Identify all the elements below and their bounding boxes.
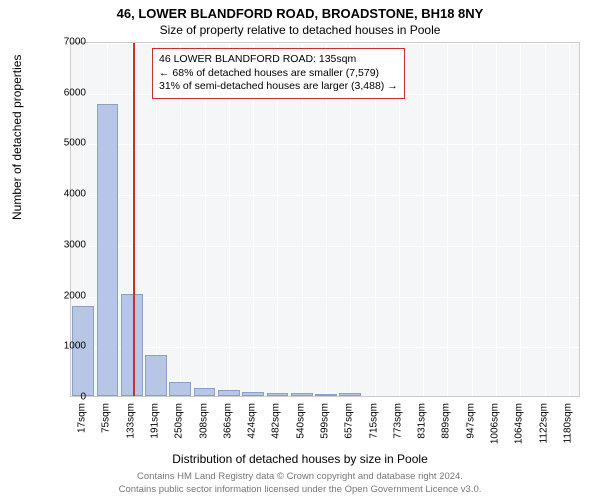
grid-line-v — [447, 43, 448, 396]
x-tick-label: 657sqm — [344, 403, 355, 439]
grid-line-v — [496, 43, 497, 396]
grid-line-h — [71, 246, 579, 247]
histogram-bar — [291, 393, 313, 396]
y-tick-label: 0 — [40, 392, 86, 403]
chart-area: 46 LOWER BLANDFORD ROAD: 135sqm ← 68% of… — [70, 42, 580, 397]
footer-text: Contains HM Land Registry data © Crown c… — [0, 471, 600, 496]
histogram-bar — [339, 393, 361, 396]
x-axis-label: Distribution of detached houses by size … — [0, 452, 600, 466]
grid-line-v — [569, 43, 570, 396]
grid-line-v — [545, 43, 546, 396]
grid-line-h — [71, 195, 579, 196]
x-tick-label: 191sqm — [150, 403, 161, 439]
y-tick-label: 6000 — [40, 87, 86, 98]
histogram-bar — [242, 392, 264, 396]
grid-line-h — [71, 144, 579, 145]
x-tick-label: 773sqm — [392, 403, 403, 439]
x-tick-label: 889sqm — [441, 403, 452, 439]
grid-line-h — [71, 398, 579, 399]
histogram-bar — [315, 394, 337, 396]
x-tick-label: 1006sqm — [490, 403, 501, 444]
x-tick-label: 133sqm — [125, 403, 136, 439]
annotation-line-2: ← 68% of detached houses are smaller (7,… — [159, 67, 398, 81]
grid-line-v — [520, 43, 521, 396]
y-tick-label: 3000 — [40, 239, 86, 250]
x-tick-label: 482sqm — [271, 403, 282, 439]
histogram-bar — [169, 382, 191, 396]
histogram-bar — [267, 393, 289, 396]
grid-line-h — [71, 297, 579, 298]
footer-line-1: Contains HM Land Registry data © Crown c… — [0, 471, 600, 483]
x-tick-label: 599sqm — [320, 403, 331, 439]
x-tick-label: 715sqm — [368, 403, 379, 439]
histogram-bar — [97, 104, 119, 396]
title-line-1: 46, LOWER BLANDFORD ROAD, BROADSTONE, BH… — [0, 0, 600, 21]
x-tick-label: 1122sqm — [538, 403, 549, 443]
y-tick-label: 4000 — [40, 189, 86, 200]
y-axis-label: Number of detached properties — [10, 55, 24, 220]
annotation-line-1: 46 LOWER BLANDFORD ROAD: 135sqm — [159, 53, 398, 67]
histogram-bar — [145, 355, 167, 396]
x-tick-label: 424sqm — [247, 403, 258, 439]
marker-line — [133, 43, 135, 396]
x-tick-label: 1180sqm — [562, 403, 573, 443]
annotation-line-3: 31% of semi-detached houses are larger (… — [159, 80, 398, 94]
x-tick-label: 831sqm — [417, 403, 428, 439]
x-tick-label: 250sqm — [174, 403, 185, 439]
grid-line-h — [71, 347, 579, 348]
footer-line-2: Contains public sector information licen… — [0, 484, 600, 496]
x-tick-label: 947sqm — [465, 403, 476, 439]
y-tick-label: 7000 — [40, 37, 86, 48]
y-tick-label: 5000 — [40, 138, 86, 149]
title-line-2: Size of property relative to detached ho… — [0, 21, 600, 37]
x-tick-label: 75sqm — [101, 403, 112, 433]
x-tick-label: 1064sqm — [514, 403, 525, 444]
grid-line-h — [71, 43, 579, 44]
annotation-box: 46 LOWER BLANDFORD ROAD: 135sqm ← 68% of… — [152, 48, 405, 99]
y-tick-label: 2000 — [40, 290, 86, 301]
x-tick-label: 17sqm — [77, 403, 88, 433]
grid-line-v — [423, 43, 424, 396]
y-tick-label: 1000 — [40, 341, 86, 352]
grid-line-v — [472, 43, 473, 396]
x-tick-label: 366sqm — [222, 403, 233, 439]
histogram-bar — [218, 390, 240, 396]
x-tick-label: 540sqm — [295, 403, 306, 439]
histogram-bar — [194, 388, 216, 396]
x-tick-label: 308sqm — [198, 403, 209, 439]
